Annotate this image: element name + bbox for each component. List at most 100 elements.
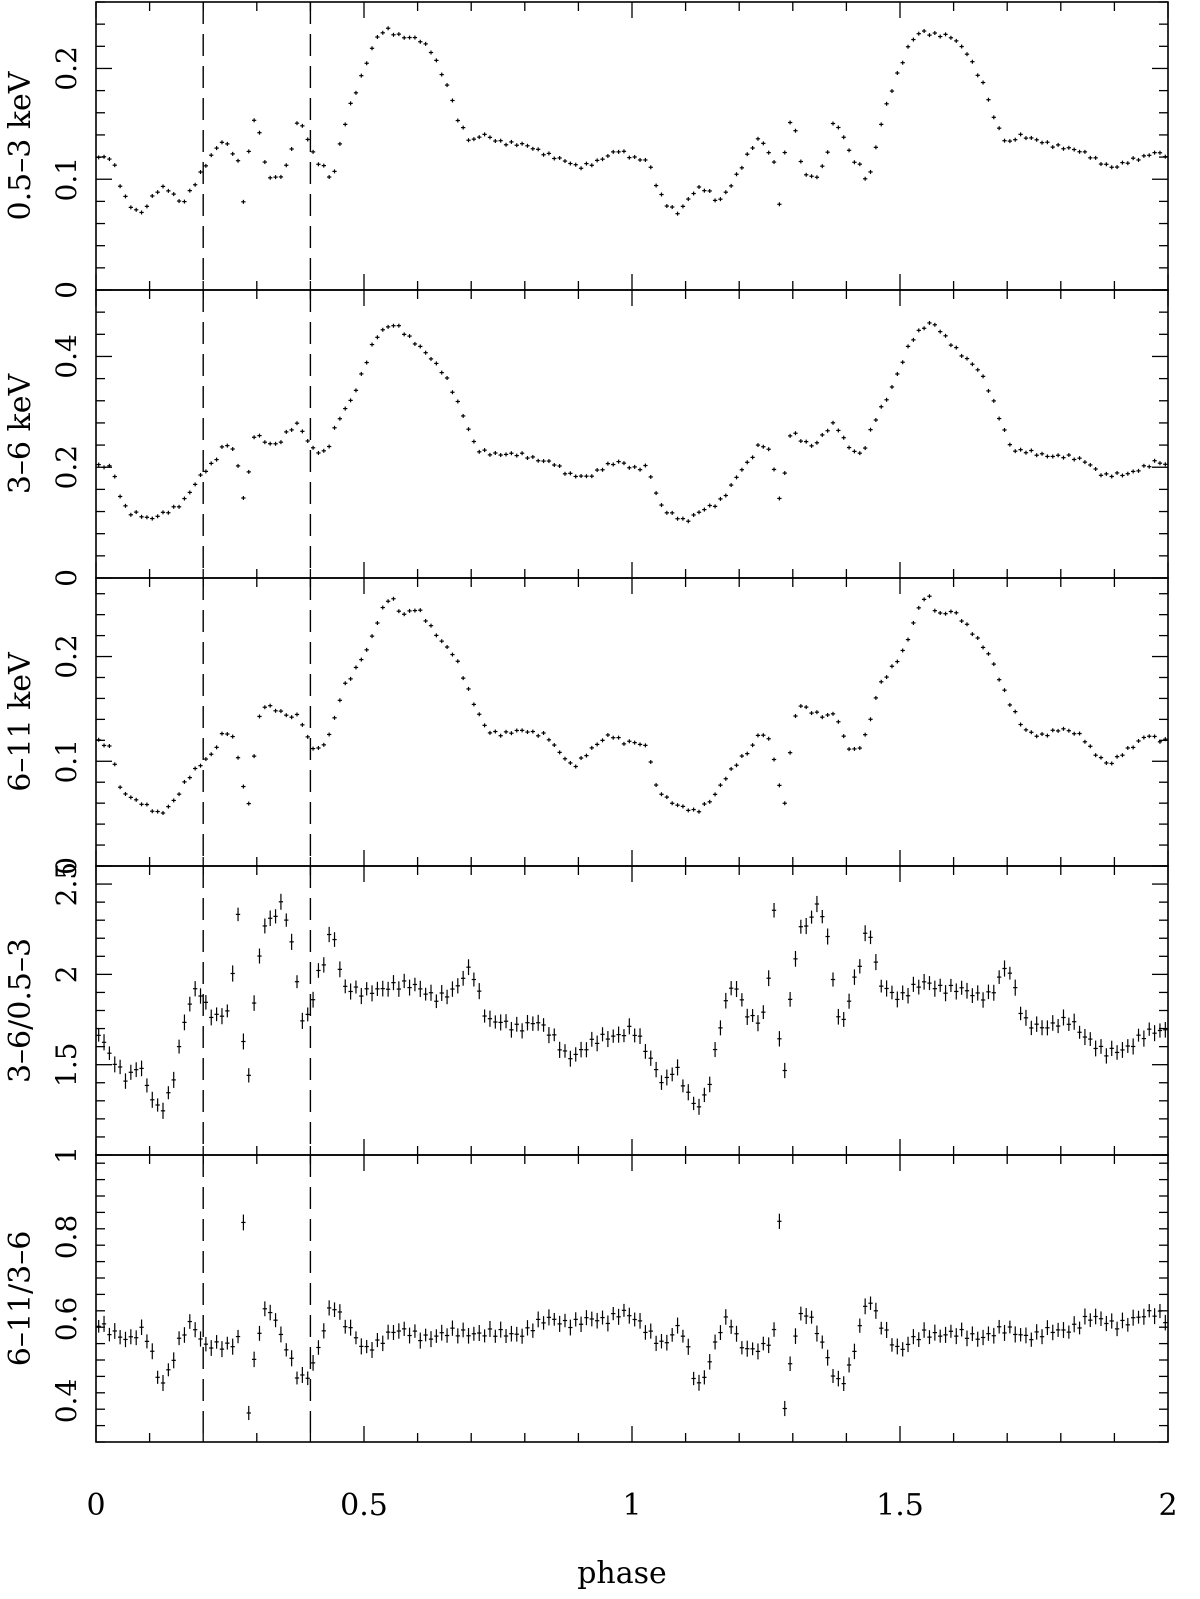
data-point (444, 1328, 450, 1343)
data-point (814, 440, 820, 445)
data-point (938, 610, 943, 615)
data-point (487, 1010, 493, 1027)
data-point (1045, 1320, 1050, 1336)
data-point (729, 183, 734, 188)
data-point (959, 619, 964, 624)
data-point (573, 162, 578, 167)
data-point (284, 429, 289, 434)
data-point (787, 1356, 793, 1372)
data-point (1141, 463, 1147, 468)
data-point (975, 985, 980, 1001)
data-point (1066, 1017, 1071, 1031)
data-point (691, 191, 696, 196)
data-point (857, 451, 862, 456)
panel-3: 0 0.1 0.2 6–11 keV (3, 577, 1169, 875)
data-point (938, 978, 943, 992)
data-point (873, 417, 879, 422)
data-point (584, 161, 589, 166)
data-point (729, 981, 734, 996)
data-point (225, 1336, 230, 1350)
data-point (959, 1322, 964, 1337)
data-point (568, 1050, 573, 1067)
data-point (155, 809, 160, 814)
data-point (434, 1329, 439, 1343)
data-point (964, 356, 970, 361)
data-point (96, 462, 101, 467)
data-point (203, 1336, 209, 1352)
data-point (825, 928, 830, 945)
data-point (359, 1338, 364, 1355)
data-point (868, 169, 873, 174)
data-point (262, 918, 267, 934)
data-point (209, 1009, 214, 1026)
data-point (423, 1328, 428, 1342)
data-point (289, 427, 294, 432)
data-point (771, 1322, 777, 1337)
data-point (101, 1034, 107, 1051)
data-point (337, 416, 343, 421)
data-point (777, 496, 782, 501)
data-point (852, 969, 857, 985)
data-point (1088, 155, 1093, 160)
data-point (745, 152, 750, 157)
data-point (310, 149, 316, 154)
data-point (353, 980, 359, 994)
data-point (761, 141, 766, 146)
data-point (493, 1015, 498, 1029)
data-point (182, 779, 187, 784)
data-point (980, 1329, 986, 1346)
data-point (289, 715, 294, 720)
data-point (959, 980, 964, 995)
data-point (444, 83, 450, 88)
data-point (1072, 147, 1077, 152)
data-point (809, 174, 814, 179)
data-point (316, 745, 321, 750)
data-point (734, 981, 739, 998)
data-point (477, 1325, 482, 1342)
data-point (310, 746, 316, 751)
data-point (1077, 456, 1082, 461)
data-point (541, 731, 546, 735)
y-tick-label: 0.4 (50, 1379, 83, 1424)
data-point (1013, 137, 1018, 142)
data-point (546, 1027, 552, 1044)
data-point (1147, 464, 1152, 469)
data-point (793, 128, 798, 133)
data-point (337, 698, 343, 703)
data-point (541, 152, 546, 157)
data-point (568, 161, 573, 166)
data-point (836, 1008, 841, 1025)
data-point (396, 1323, 401, 1339)
data-point (423, 987, 428, 1001)
data-point (1023, 1009, 1029, 1026)
data-point (605, 153, 611, 158)
data-point (804, 917, 809, 935)
data-point (503, 452, 509, 457)
data-point (932, 980, 937, 997)
data-point (696, 809, 702, 814)
data-point (219, 1008, 225, 1025)
data-point (1088, 744, 1093, 749)
data-point (712, 1042, 718, 1058)
data-point (1039, 140, 1045, 145)
data-point (568, 1319, 573, 1336)
data-point (493, 729, 498, 734)
data-point (798, 159, 803, 164)
data-point (284, 1343, 289, 1357)
data-point (707, 503, 712, 508)
data-point (1066, 1325, 1071, 1339)
data-point (343, 122, 348, 127)
data-point (889, 89, 895, 94)
data-point (895, 71, 900, 75)
data-point (343, 406, 348, 411)
data-point (471, 1326, 477, 1341)
data-point (327, 926, 332, 943)
data-point (659, 192, 664, 197)
data-point (1098, 755, 1104, 760)
data-point (509, 1021, 514, 1038)
data-point (637, 742, 643, 747)
data-point (455, 978, 460, 994)
data-point (562, 756, 568, 761)
data-point (1029, 448, 1034, 453)
